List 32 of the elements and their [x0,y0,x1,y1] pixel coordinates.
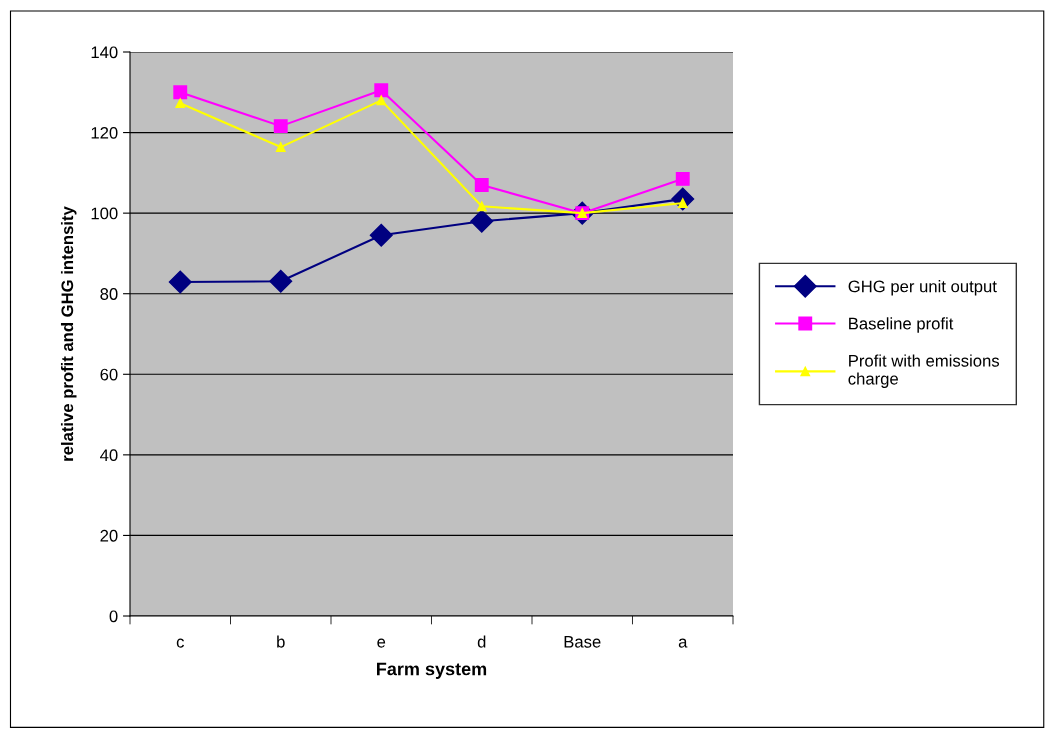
point [168,270,192,294]
point [175,98,186,109]
x-tick-label: c [176,638,184,648]
point [675,171,690,186]
point [269,269,293,293]
legend-label: Profit with emissions charge [848,354,1000,388]
x-tick-label: d [477,635,486,648]
x-tick-label: b [277,635,285,648]
y-tick-label: 20 [100,529,118,542]
point [275,142,286,152]
y-tick-label: 100 [91,207,118,220]
point [374,83,389,98]
y-tick-label: 60 [100,368,118,381]
point [470,209,494,233]
point [173,85,188,100]
y-tick-label: 80 [100,288,118,300]
legend-label: Baseline profit [849,317,954,333]
point [376,95,387,106]
x-axis-title: Farm system [377,662,487,679]
x-tick-label: e [377,638,386,648]
y-tick-label: 40 [100,449,118,462]
point [369,223,393,247]
point [273,119,288,134]
point [474,177,489,192]
x-tick-label: Base [564,636,601,648]
y-tick-label: 0 [109,610,118,623]
point [476,201,487,212]
x-tick-label: a [678,638,688,648]
y-axis-title: relative profit and GHG intensity [60,206,77,461]
y-tick-label: 120 [91,126,118,139]
legend-label: GHG per unit output [848,280,997,296]
y-tick-label: 140 [91,46,118,59]
